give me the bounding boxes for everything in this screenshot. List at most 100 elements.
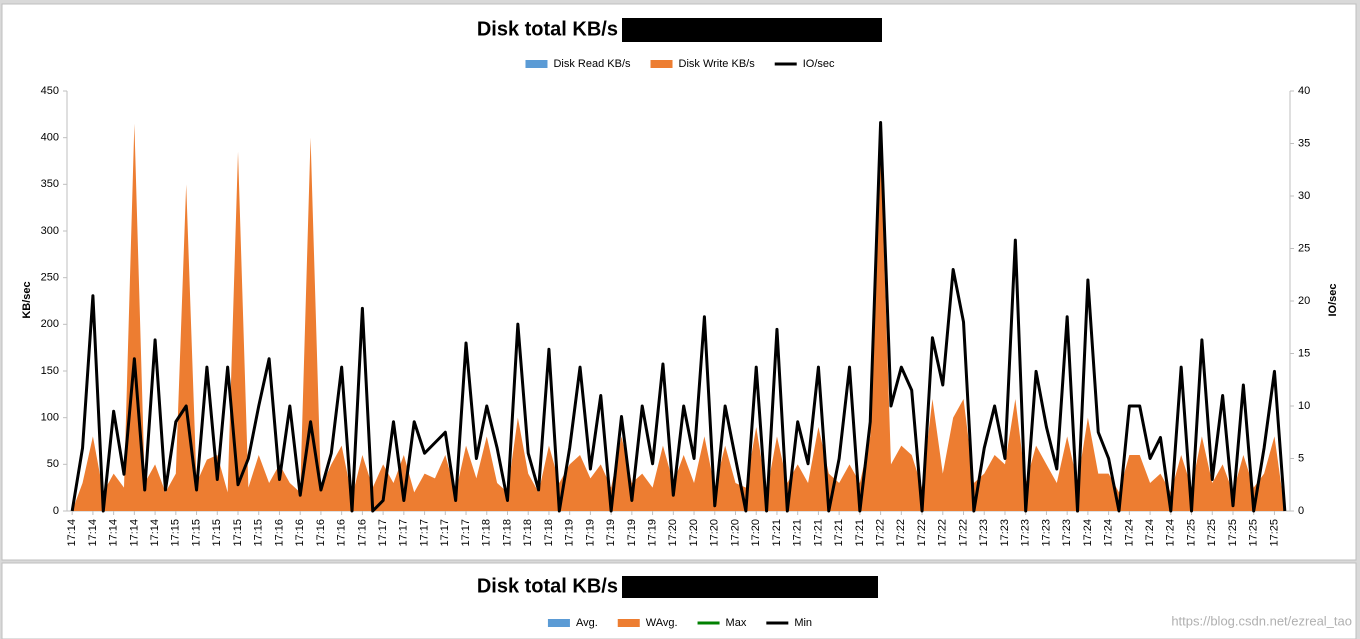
- legend-label: WAvg.: [646, 617, 678, 629]
- y-tick-label: 400: [41, 132, 59, 144]
- x-tick-label: 17:20: [729, 519, 741, 547]
- y2-tick-label: 0: [1298, 505, 1304, 517]
- x-tick-label: 17:18: [522, 519, 534, 547]
- x-tick-label: 17:17: [460, 519, 472, 547]
- y2-tick-label: 40: [1298, 85, 1310, 97]
- redaction-2: [622, 576, 878, 598]
- x-tick-label: 17:14: [108, 519, 120, 547]
- x-tick-label: 17:21: [833, 519, 845, 547]
- y-axis-label: KB/sec: [21, 281, 33, 318]
- x-tick-label: 17:22: [916, 519, 928, 547]
- x-tick-label: 17:21: [854, 519, 866, 547]
- x-tick-label: 17:25: [1227, 519, 1239, 547]
- x-tick-label: 17:23: [1040, 519, 1052, 547]
- y-tick-label: 250: [41, 272, 59, 284]
- chart-title: Disk total KB/s: [477, 18, 618, 40]
- x-tick-label: 17:17: [377, 519, 389, 547]
- x-tick-label: 17:16: [315, 519, 327, 547]
- legend-label: Disk Write KB/s: [679, 58, 756, 70]
- x-tick-label: 17:25: [1248, 519, 1260, 547]
- x-tick-label: 17:23: [999, 519, 1011, 547]
- x-tick-label: 17:19: [584, 519, 596, 547]
- x-tick-label: 17:14: [128, 519, 140, 547]
- x-tick-label: 17:21: [771, 519, 783, 547]
- legend-swatch: [617, 619, 640, 627]
- x-tick-label: 17:23: [1061, 519, 1073, 547]
- x-tick-label: 17:16: [273, 519, 285, 547]
- y2-tick-label: 20: [1298, 295, 1310, 307]
- y-tick-label: 50: [47, 458, 59, 470]
- x-tick-label: 17:16: [356, 519, 368, 547]
- x-tick-label: 17:16: [336, 519, 348, 547]
- x-tick-label: 17:23: [1020, 519, 1032, 547]
- x-tick-label: 17:15: [253, 519, 265, 547]
- x-tick-label: 17:18: [481, 519, 493, 547]
- x-tick-label: 17:24: [1165, 519, 1177, 547]
- x-tick-label: 17:24: [1123, 519, 1135, 547]
- x-tick-label: 17:20: [750, 519, 762, 547]
- x-tick-label: 17:25: [1185, 519, 1197, 547]
- x-tick-label: 17:17: [439, 519, 451, 547]
- legend-swatch: [547, 619, 570, 627]
- x-tick-label: 17:15: [211, 519, 223, 547]
- legend-label: Max: [726, 617, 747, 629]
- x-tick-label: 17:22: [895, 519, 907, 547]
- watermark: https://blog.csdn.net/ezreal_tao: [1171, 613, 1352, 628]
- x-tick-label: 17:25: [1206, 519, 1218, 547]
- legend-label: Disk Read KB/s: [553, 58, 631, 70]
- x-tick-label: 17:19: [646, 519, 658, 547]
- x-tick-label: 17:24: [1103, 519, 1115, 547]
- chart-frame-2: [1, 562, 1357, 639]
- y-tick-label: 200: [41, 318, 59, 330]
- x-tick-label: 17:25: [1268, 519, 1280, 547]
- y2-tick-label: 30: [1298, 190, 1310, 202]
- x-tick-label: 17:15: [170, 519, 182, 547]
- x-tick-label: 17:14: [87, 519, 99, 547]
- x-tick-label: 17:21: [812, 519, 824, 547]
- y-tick-label: 450: [41, 85, 59, 97]
- x-tick-label: 17:23: [978, 519, 990, 547]
- x-tick-label: 17:17: [398, 519, 410, 547]
- x-tick-label: 17:20: [667, 519, 679, 547]
- y-tick-label: 100: [41, 412, 59, 424]
- x-tick-label: 17:20: [688, 519, 700, 547]
- y2-tick-label: 5: [1298, 452, 1304, 464]
- legend-swatch: [650, 60, 673, 68]
- x-tick-label: 17:18: [543, 519, 555, 547]
- legend-label: Avg.: [576, 617, 598, 629]
- x-tick-label: 17:14: [66, 519, 78, 547]
- x-tick-label: 17:19: [605, 519, 617, 547]
- y2-tick-label: 10: [1298, 400, 1310, 412]
- chart-title-2: Disk total KB/s: [477, 575, 618, 597]
- x-tick-label: 17:20: [709, 519, 721, 547]
- line-series: [70, 121, 1287, 513]
- x-tick-label: 17:22: [875, 519, 887, 547]
- x-tick-label: 17:22: [957, 519, 969, 547]
- x-tick-label: 17:17: [418, 519, 430, 547]
- y-tick-label: 0: [53, 505, 59, 517]
- y2-tick-label: 35: [1298, 137, 1310, 149]
- x-tick-label: 17:18: [501, 519, 513, 547]
- x-tick-label: 17:19: [626, 519, 638, 547]
- x-tick-label: 17:22: [937, 519, 949, 547]
- x-tick-label: 17:21: [792, 519, 804, 547]
- y2-tick-label: 25: [1298, 242, 1310, 254]
- y2-axis-label: IO/sec: [1327, 283, 1339, 316]
- x-tick-label: 17:24: [1144, 519, 1156, 547]
- y-tick-label: 350: [41, 178, 59, 190]
- y2-tick-label: 15: [1298, 347, 1310, 359]
- redaction: [622, 18, 882, 42]
- legend-label: IO/sec: [803, 58, 835, 70]
- legend-swatch: [525, 60, 548, 68]
- x-tick-label: 17:14: [149, 519, 161, 547]
- x-tick-label: 17:15: [232, 519, 244, 547]
- legend-label: Min: [794, 617, 812, 629]
- y-tick-label: 300: [41, 225, 59, 237]
- x-tick-label: 17:15: [190, 519, 202, 547]
- y-tick-label: 150: [41, 365, 59, 377]
- x-tick-label: 17:24: [1082, 519, 1094, 547]
- x-tick-label: 17:19: [564, 519, 576, 547]
- x-tick-label: 17:16: [294, 519, 306, 547]
